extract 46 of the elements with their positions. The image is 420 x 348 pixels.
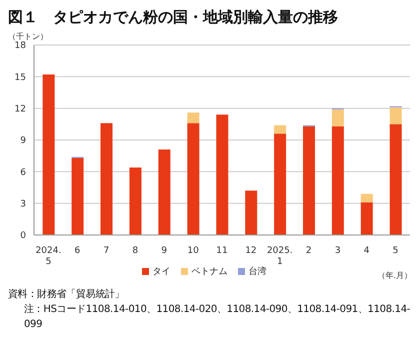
- bar: [158, 150, 170, 235]
- y-tick-label: 18: [14, 41, 26, 52]
- x-tick-label: 10: [187, 246, 200, 256]
- bar: [187, 112, 200, 124]
- x-tick-label: 8: [132, 246, 138, 256]
- x-tick-label: 2025. 1: [266, 246, 293, 267]
- x-tick-label: 12: [245, 246, 257, 256]
- y-tick-label: 9: [20, 136, 26, 146]
- x-axis-title: （年.月）: [377, 270, 412, 281]
- bar: [360, 194, 373, 202]
- bar: [302, 126, 315, 235]
- text: 注：HSコード1108.14-010、1108.14-020、1108.14-090、1108.14-091、1108.14-099: [23, 302, 412, 332]
- x-tick-label: 7: [103, 246, 110, 256]
- legend-label: タイ: [152, 267, 170, 277]
- y-tick-label: 12: [14, 104, 26, 115]
- bar: [274, 125, 286, 134]
- x-tick-label: 5: [392, 246, 398, 256]
- legend-label: ベトナム: [192, 267, 228, 277]
- bar: [390, 124, 402, 235]
- bar: [100, 123, 113, 235]
- bar: [332, 109, 344, 126]
- bar: [42, 74, 55, 235]
- bar: [332, 126, 344, 235]
- bar: [72, 158, 84, 235]
- chart-title: 図１ タピオカでん粉の国・地域別輸入量の推移: [8, 8, 339, 27]
- x-tick-label: 2024. 5: [36, 246, 62, 267]
- y-tick-label: 0: [20, 231, 26, 242]
- x-tick-label: 2: [306, 246, 312, 256]
- bar: [216, 114, 228, 235]
- x-tick-label: 3: [334, 246, 341, 256]
- bar: [390, 107, 402, 124]
- legend-label: 台湾: [248, 267, 266, 277]
- bar: [245, 190, 258, 235]
- text: 資料：財務省「貿易統計」: [8, 288, 126, 302]
- y-tick-label: 15: [14, 72, 26, 83]
- bar: [187, 123, 200, 235]
- bar: [274, 134, 286, 235]
- x-tick-label: 11: [216, 246, 228, 256]
- y-tick-label: 6: [20, 168, 26, 178]
- bar: [129, 167, 142, 235]
- x-tick-label: 6: [74, 246, 81, 256]
- bar: [360, 202, 373, 235]
- y-tick-label: 3: [20, 200, 26, 210]
- x-tick-label: 9: [161, 246, 168, 256]
- x-tick-label: 4: [364, 246, 370, 256]
- y-axis-title: （千トン）: [8, 31, 48, 41]
